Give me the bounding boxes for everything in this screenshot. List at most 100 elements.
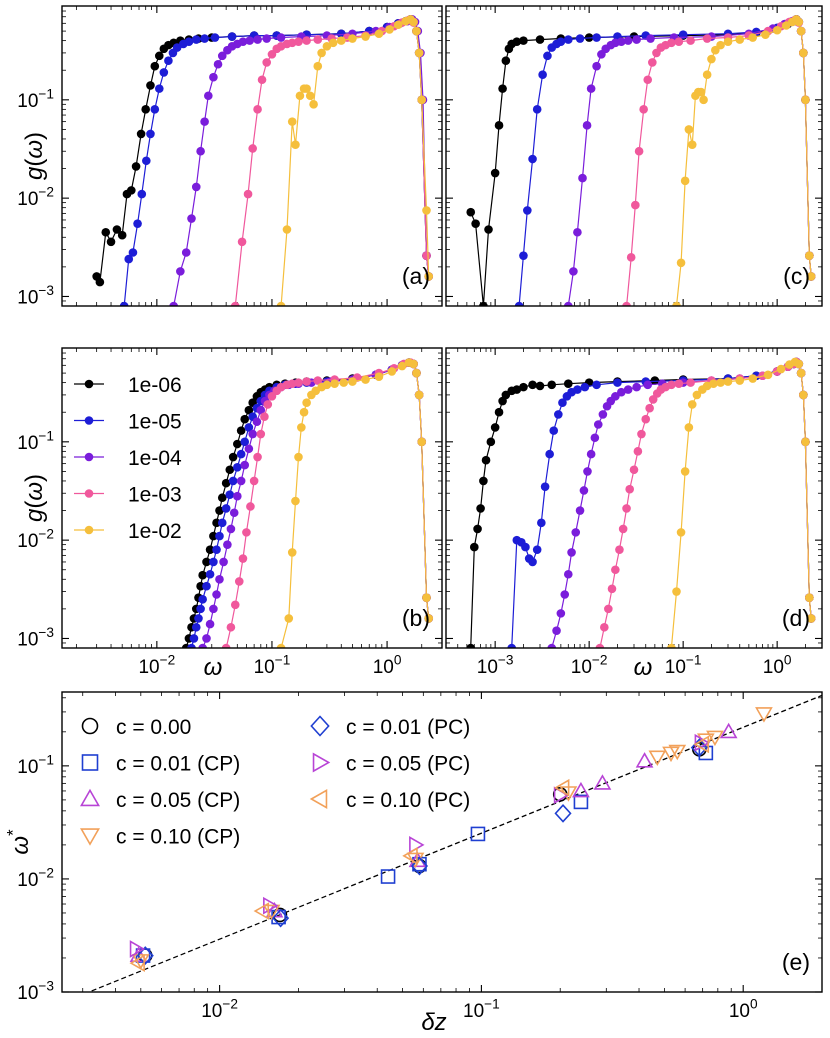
data-point xyxy=(755,707,773,723)
panel-label: (e) xyxy=(782,949,810,975)
data-point xyxy=(805,251,814,260)
data-point xyxy=(479,476,488,486)
data-point xyxy=(776,364,786,374)
y-tick-label-0-exponent: −3 xyxy=(38,283,54,298)
data-point xyxy=(639,105,648,114)
data-point xyxy=(519,382,528,392)
data-point xyxy=(592,33,601,42)
data-point xyxy=(558,398,567,407)
data-point xyxy=(417,95,427,105)
data-point xyxy=(313,35,323,44)
data-point xyxy=(159,68,169,77)
data-point xyxy=(221,478,231,488)
data-point xyxy=(225,465,235,475)
x-tick-label-2: 100 xyxy=(729,996,758,1022)
data-point xyxy=(490,423,500,432)
data-point xyxy=(246,502,255,511)
data-point xyxy=(696,87,706,97)
data-point xyxy=(611,565,620,575)
data-point xyxy=(317,48,326,58)
ticks xyxy=(445,5,823,307)
data-point xyxy=(243,189,253,199)
data-point xyxy=(240,437,250,447)
data-point xyxy=(494,407,504,417)
data-point xyxy=(646,34,655,43)
data-point xyxy=(253,35,262,44)
data-point xyxy=(248,144,257,153)
data-point xyxy=(257,75,267,85)
axis-frame xyxy=(445,347,823,649)
data-point xyxy=(554,803,572,823)
x-tick-label-1-base: 10 xyxy=(463,1001,484,1022)
panel-b: 10−2 10−1 10010−310−210−1(b)g(ω)ω1e-061e-0… xyxy=(17,347,443,681)
panel-label: (d) xyxy=(782,605,810,631)
y-tick-label-1-exponent: −2 xyxy=(38,185,54,200)
legend-label: 1e-04 xyxy=(128,447,182,470)
data-point xyxy=(302,36,311,45)
data-point xyxy=(202,581,211,591)
data-point xyxy=(547,380,557,390)
data-point xyxy=(709,379,718,389)
data-point xyxy=(486,437,496,447)
y-tick-label-1-base: 10 xyxy=(17,531,38,552)
data-point xyxy=(313,61,323,71)
data-point xyxy=(205,619,215,629)
data-point xyxy=(237,237,247,247)
data-point xyxy=(424,614,434,623)
data-point xyxy=(623,36,633,45)
data-point xyxy=(230,600,240,610)
data-point xyxy=(537,518,546,528)
data-point xyxy=(567,548,576,557)
data-point xyxy=(507,643,517,648)
y-axis-label-char-0: ω xyxy=(7,836,34,855)
data-point xyxy=(473,524,482,534)
data-point xyxy=(221,504,231,513)
data-point xyxy=(617,37,626,47)
series-c-0-00 xyxy=(137,742,707,963)
data-point xyxy=(563,35,573,44)
data-point xyxy=(200,34,209,43)
data-point xyxy=(387,367,397,376)
data-point xyxy=(573,385,582,394)
y-tick-label-2-exponent: −1 xyxy=(38,86,54,101)
series-1e-06 xyxy=(92,14,434,287)
data-point xyxy=(287,117,297,126)
plot-area xyxy=(87,694,822,992)
data-point xyxy=(414,48,424,58)
x-tick-label-1-base: 10 xyxy=(254,657,275,678)
data-point xyxy=(209,531,218,541)
legend-label: c = 0.00 xyxy=(116,716,191,739)
data-point xyxy=(641,414,651,424)
data-point xyxy=(393,20,403,30)
x-tick-label-0-base: 10 xyxy=(138,657,159,678)
data-point xyxy=(127,186,136,195)
data-point xyxy=(282,225,292,234)
data-point xyxy=(580,382,590,392)
data-point xyxy=(556,37,566,47)
y-tick-label-0-base: 10 xyxy=(17,629,38,650)
series-1e-02 xyxy=(672,14,816,306)
legend: c = 0.00 c = 0.01 (CP) c = 0.05 (CP) c = 0.… xyxy=(79,715,470,849)
data-point xyxy=(262,58,271,67)
data-point xyxy=(799,390,808,400)
data-point xyxy=(512,37,522,47)
data-point xyxy=(595,643,605,648)
data-point xyxy=(137,189,147,199)
data-point xyxy=(547,643,557,648)
data-point xyxy=(466,643,476,648)
axis-frame xyxy=(61,691,823,993)
data-point xyxy=(498,84,507,93)
data-point xyxy=(532,545,542,554)
data-point xyxy=(680,176,690,186)
data-point xyxy=(194,614,203,623)
data-point xyxy=(196,146,205,156)
data-point xyxy=(667,643,676,648)
panel-d: 10−3 10−2 10−1 100(d)ω xyxy=(445,347,823,681)
data-point xyxy=(748,374,758,383)
data-point xyxy=(249,476,259,486)
data-point xyxy=(305,91,315,101)
data-point xyxy=(187,643,196,648)
data-point xyxy=(191,622,201,632)
data-point xyxy=(230,301,240,306)
data-point xyxy=(590,433,600,443)
